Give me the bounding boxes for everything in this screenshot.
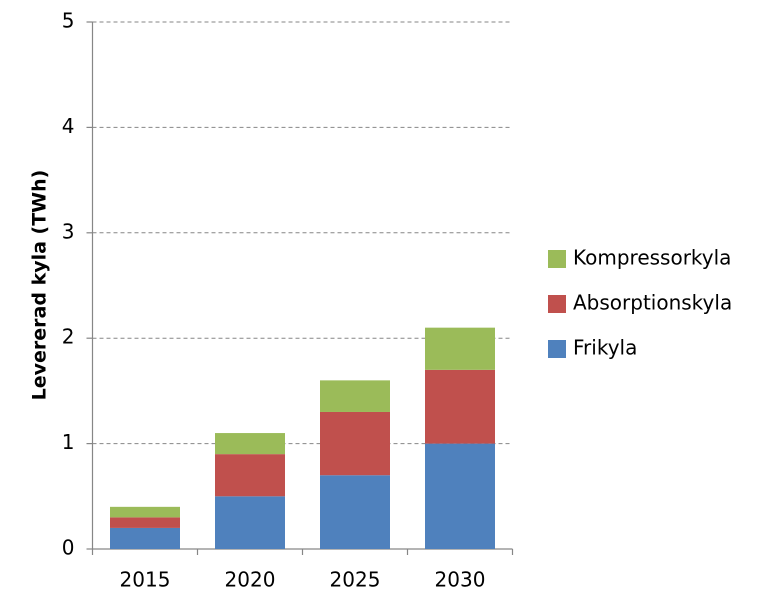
bar-segment: [320, 475, 390, 549]
legend-swatch: [548, 295, 566, 313]
y-tick-label: 1: [62, 430, 75, 454]
bar-segment: [110, 527, 180, 549]
x-tick-label: 2020: [225, 568, 276, 592]
legend-swatch: [548, 250, 566, 268]
y-tick-label: 2: [62, 325, 75, 349]
bar-segment: [320, 411, 390, 476]
legend-label: Absorptionskyla: [573, 291, 732, 315]
bar-segment: [215, 454, 285, 497]
bar-segment: [425, 327, 495, 370]
y-tick-label: 4: [62, 114, 75, 138]
y-tick-label: 3: [62, 219, 75, 243]
bar-segment: [425, 443, 495, 549]
y-axis-label: Levererad kyla (TWh): [29, 170, 51, 401]
y-tick-label: 5: [62, 9, 75, 33]
bar-segment: [215, 496, 285, 549]
bar-segment: [110, 506, 180, 518]
legend-label: Kompressorkyla: [573, 246, 731, 270]
y-tick-label: 0: [62, 536, 75, 560]
bar-segment: [110, 517, 180, 528]
bar-segment: [215, 433, 285, 455]
legend-label: Frikyla: [573, 336, 637, 360]
x-tick-label: 2015: [120, 568, 171, 592]
x-tick-label: 2030: [435, 568, 486, 592]
x-tick-label: 2025: [330, 568, 381, 592]
bar-segment: [320, 380, 390, 412]
legend-swatch: [548, 340, 566, 358]
bar-segment: [425, 369, 495, 444]
